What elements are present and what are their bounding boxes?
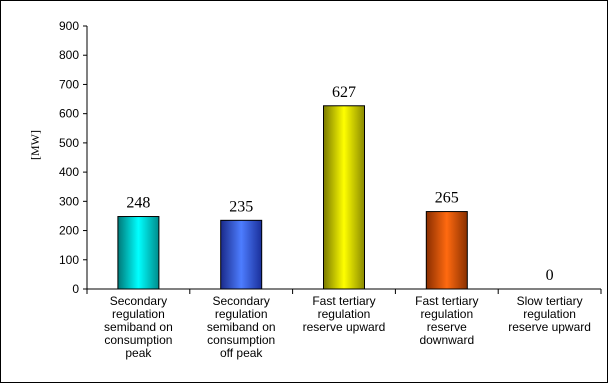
y-tick-label: 800 <box>59 48 79 62</box>
y-tick-label: 200 <box>59 224 79 238</box>
category-label: Slow tertiary regulation reserve upward <box>508 294 591 334</box>
y-axis: 0 100 200 300 400 500 600 700 800 900 <box>59 19 88 296</box>
bar <box>117 216 160 290</box>
y-tick-label: 500 <box>59 136 79 150</box>
bar <box>323 105 365 290</box>
y-tick-label: 0 <box>72 282 79 296</box>
y-tick-label: 600 <box>59 107 79 121</box>
data-label: 248 <box>126 195 150 212</box>
bars <box>117 105 468 290</box>
y-tick-label: 700 <box>59 77 79 91</box>
category-label: Secondary regulation semiband on consumptio… <box>104 294 173 360</box>
y-tick-label: 100 <box>59 253 79 267</box>
bar <box>425 211 468 290</box>
y-tick-label: 900 <box>59 19 79 33</box>
category-labels: Secondary regulation semiband on consumptio… <box>104 294 591 360</box>
data-labels: 248 235 627 265 0 <box>126 84 553 284</box>
data-label: 235 <box>229 198 253 215</box>
category-label: Fast tertiary regulation reserve upward <box>303 294 386 334</box>
category-label: Fast tertiary regulation reserve downward <box>415 294 478 347</box>
data-label: 0 <box>546 267 554 284</box>
y-tick-label: 300 <box>59 194 79 208</box>
y-axis-label: [MW] <box>28 130 42 160</box>
data-label: 265 <box>435 190 459 207</box>
data-label: 627 <box>332 84 356 101</box>
y-tick-label: 400 <box>59 165 79 179</box>
category-label: Secondary regulation semiband on consumptio… <box>207 294 276 360</box>
bar <box>220 219 263 290</box>
